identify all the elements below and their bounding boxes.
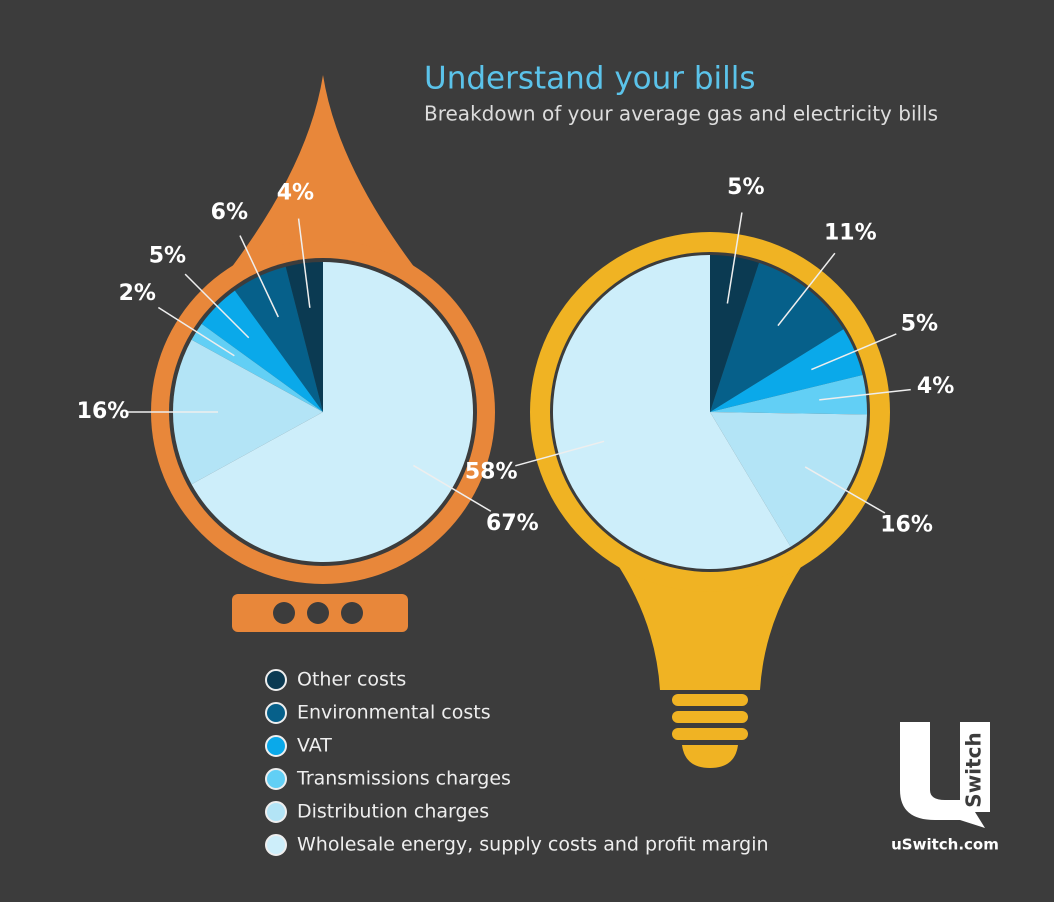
- leader-line: [811, 333, 897, 371]
- value-label: 4%: [917, 374, 954, 399]
- leader-line: [412, 464, 492, 512]
- value-label: 5%: [901, 311, 938, 336]
- leader-line: [777, 252, 836, 327]
- leader-line: [819, 388, 911, 401]
- value-label: 58%: [465, 459, 518, 484]
- legend-label: Wholesale energy, supply costs and profi…: [297, 834, 769, 856]
- pie-slice: [710, 374, 867, 415]
- logo: Switch uSwitch.com: [891, 722, 999, 854]
- value-label: 6%: [211, 200, 248, 225]
- value-label: 11%: [824, 221, 877, 246]
- pie-slice: [234, 266, 323, 412]
- pie-slice: [191, 262, 473, 562]
- legend-swatch: [265, 702, 287, 724]
- value-label: 4%: [277, 181, 314, 206]
- pie-slice: [552, 255, 791, 569]
- leader-line: [726, 212, 743, 304]
- legend-label: Distribution charges: [297, 801, 489, 823]
- logo-site: uSwitch.com: [891, 836, 999, 854]
- pie-slice: [285, 262, 323, 412]
- logo-mark: Switch: [962, 732, 986, 807]
- legend-label: VAT: [297, 735, 332, 757]
- leader-line: [239, 235, 279, 318]
- leader-line: [297, 218, 311, 308]
- value-label: 2%: [119, 281, 156, 306]
- value-label: 67%: [486, 511, 539, 536]
- legend-swatch: [265, 834, 287, 856]
- legend-label: Other costs: [297, 669, 406, 691]
- value-label: 16%: [880, 513, 933, 538]
- legend-swatch: [265, 768, 287, 790]
- leader-line: [157, 306, 235, 357]
- pie-slice: [710, 412, 867, 547]
- pie-slice: [710, 262, 844, 412]
- leader-line: [804, 466, 886, 514]
- value-label: 16%: [77, 399, 130, 424]
- title: Understand your bills: [424, 61, 756, 97]
- value-label: 5%: [727, 175, 764, 200]
- pie-slice: [191, 323, 323, 412]
- leader-line: [184, 273, 250, 339]
- legend-label: Environmental costs: [297, 702, 491, 724]
- legend-swatch: [265, 669, 287, 691]
- subtitle: Breakdown of your average gas and electr…: [424, 102, 938, 126]
- value-label: 5%: [149, 243, 186, 268]
- legend-label: Transmissions charges: [296, 768, 511, 790]
- pie-slice: [710, 255, 759, 412]
- legend-swatch: [265, 801, 287, 823]
- pie-slice: [710, 329, 863, 412]
- pie-slice: [172, 339, 323, 485]
- leader-line: [515, 440, 605, 467]
- legend-swatch: [265, 735, 287, 757]
